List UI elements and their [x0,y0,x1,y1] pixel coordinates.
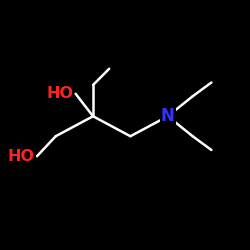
Text: N: N [161,107,175,125]
Text: HO: HO [8,149,34,164]
Text: HO: HO [8,149,34,164]
Text: HO: HO [46,86,73,101]
Text: HO: HO [46,86,73,101]
Text: N: N [161,107,175,125]
